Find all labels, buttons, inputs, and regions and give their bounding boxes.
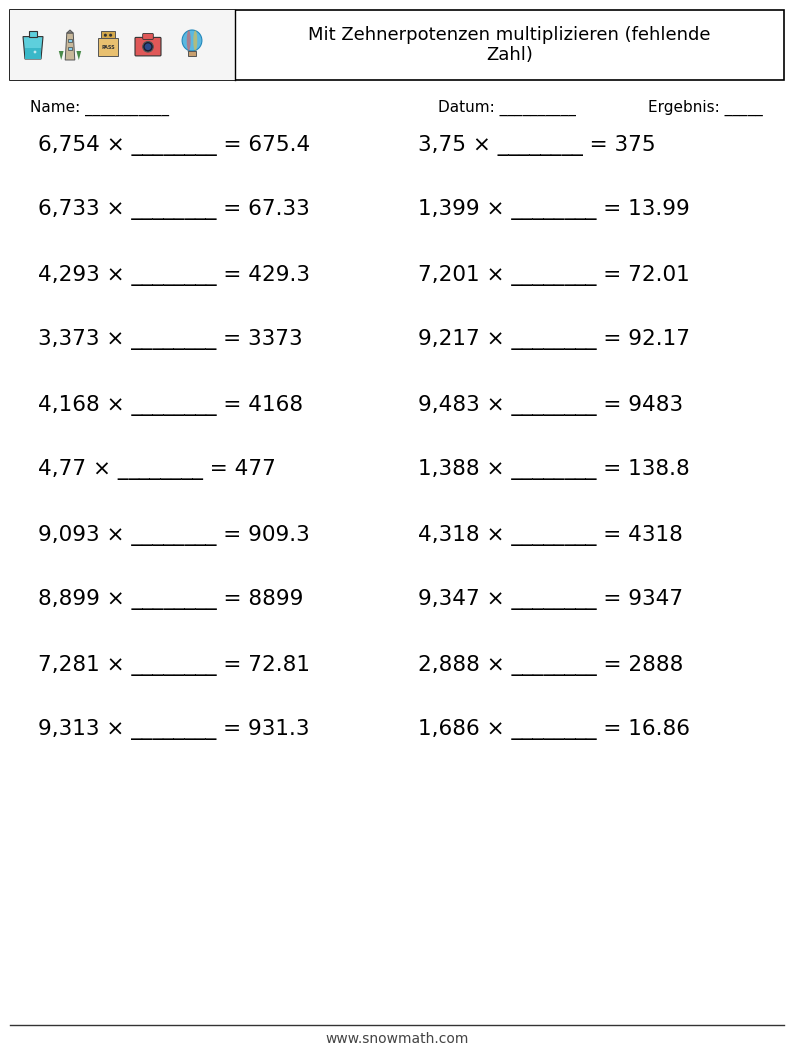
Text: 1,388 × ________ = 138.8: 1,388 × ________ = 138.8 bbox=[418, 459, 690, 480]
Text: 9,093 × ________ = 909.3: 9,093 × ________ = 909.3 bbox=[38, 524, 310, 545]
FancyBboxPatch shape bbox=[135, 38, 161, 56]
Bar bbox=[98, 38, 118, 56]
Circle shape bbox=[143, 41, 153, 52]
Polygon shape bbox=[23, 37, 43, 59]
Polygon shape bbox=[67, 29, 73, 33]
Text: Mit Zehnerpotenzen multiplizieren (fehlende
Zahl): Mit Zehnerpotenzen multiplizieren (fehle… bbox=[308, 25, 711, 64]
Text: Ergebnis: _____: Ergebnis: _____ bbox=[648, 100, 763, 116]
Ellipse shape bbox=[182, 29, 202, 51]
Polygon shape bbox=[25, 47, 40, 59]
Text: 4,293 × ________ = 429.3: 4,293 × ________ = 429.3 bbox=[38, 264, 310, 285]
Text: 4,168 × ________ = 4168: 4,168 × ________ = 4168 bbox=[38, 395, 303, 416]
Text: PASS: PASS bbox=[101, 44, 115, 49]
Text: 8,899 × ________ = 8899: 8,899 × ________ = 8899 bbox=[38, 590, 303, 611]
Text: Name: ___________: Name: ___________ bbox=[30, 100, 169, 116]
Text: 9,217 × ________ = 92.17: 9,217 × ________ = 92.17 bbox=[418, 330, 690, 351]
Text: 4,318 × ________ = 4318: 4,318 × ________ = 4318 bbox=[418, 524, 683, 545]
Text: 2,888 × ________ = 2888: 2,888 × ________ = 2888 bbox=[418, 655, 684, 676]
Circle shape bbox=[145, 43, 152, 51]
Ellipse shape bbox=[193, 31, 197, 51]
Text: 6,754 × ________ = 675.4: 6,754 × ________ = 675.4 bbox=[38, 135, 310, 156]
Bar bbox=[68, 46, 72, 49]
Text: 7,281 × ________ = 72.81: 7,281 × ________ = 72.81 bbox=[38, 655, 310, 676]
Bar bbox=[10, 9, 235, 80]
Text: 9,347 × ________ = 9347: 9,347 × ________ = 9347 bbox=[418, 590, 683, 611]
Text: 3,75 × ________ = 375: 3,75 × ________ = 375 bbox=[418, 135, 656, 156]
Bar bbox=[187, 51, 196, 56]
Circle shape bbox=[109, 34, 112, 37]
Circle shape bbox=[33, 51, 37, 54]
Text: 3,373 × ________ = 3373: 3,373 × ________ = 3373 bbox=[38, 330, 303, 351]
Polygon shape bbox=[29, 31, 37, 37]
Text: 4,77 × ________ = 477: 4,77 × ________ = 477 bbox=[38, 459, 276, 480]
Text: 9,483 × ________ = 9483: 9,483 × ________ = 9483 bbox=[418, 395, 683, 416]
Text: www.snowmath.com: www.snowmath.com bbox=[326, 1032, 468, 1046]
Bar bbox=[10, 9, 784, 80]
Text: 7,201 × ________ = 72.01: 7,201 × ________ = 72.01 bbox=[418, 264, 690, 285]
Bar bbox=[102, 31, 114, 38]
Ellipse shape bbox=[187, 31, 191, 51]
Polygon shape bbox=[59, 51, 64, 60]
Text: 9,313 × ________ = 931.3: 9,313 × ________ = 931.3 bbox=[38, 719, 310, 740]
Text: 1,686 × ________ = 16.86: 1,686 × ________ = 16.86 bbox=[418, 719, 690, 740]
Circle shape bbox=[104, 34, 107, 37]
Text: 6,733 × ________ = 67.33: 6,733 × ________ = 67.33 bbox=[38, 199, 310, 220]
FancyBboxPatch shape bbox=[143, 34, 153, 39]
Bar bbox=[68, 39, 72, 42]
Polygon shape bbox=[65, 33, 75, 60]
Polygon shape bbox=[76, 51, 81, 60]
Text: Datum: __________: Datum: __________ bbox=[438, 100, 576, 116]
Text: 1,399 × ________ = 13.99: 1,399 × ________ = 13.99 bbox=[418, 199, 690, 220]
